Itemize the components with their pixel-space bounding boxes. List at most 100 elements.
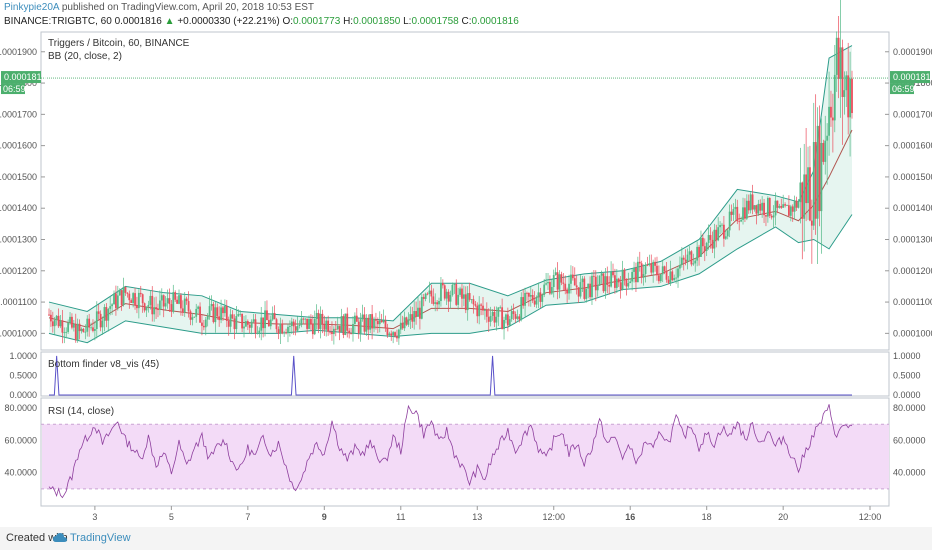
candle-body — [294, 326, 297, 331]
candle-body — [158, 300, 161, 310]
candle-body — [740, 219, 743, 222]
candle-body — [841, 47, 844, 97]
candle-body — [761, 202, 764, 211]
candle-body — [778, 205, 781, 208]
candle-body — [392, 332, 395, 336]
candle-body — [608, 285, 611, 287]
candle-body — [457, 294, 460, 305]
candle-body — [751, 194, 754, 210]
candle-body — [503, 319, 505, 330]
candle-body — [373, 319, 375, 329]
candle-body — [491, 311, 494, 316]
price-tick-label-left: 0.0001100 — [0, 297, 37, 307]
candle-body — [262, 317, 265, 329]
price-tick-label-right: 0.0001300 — [893, 234, 932, 244]
candle-body — [216, 307, 219, 317]
candle-body — [48, 314, 50, 316]
candle-body — [644, 264, 647, 275]
candle-body — [248, 324, 251, 328]
candle-body — [275, 319, 278, 330]
candle-body — [768, 197, 771, 216]
chart-canvas[interactable]: 0.0001000 0.0001000 0.0001100 0.0001100 0.00… — [0, 0, 932, 527]
candle-body — [562, 282, 565, 284]
price-tick-label-right: 0.0001900 — [893, 47, 932, 57]
candle-body — [652, 261, 655, 273]
candle-body — [650, 263, 653, 273]
candle-body — [617, 278, 620, 283]
candle-body — [589, 283, 591, 298]
candle-body — [533, 300, 536, 305]
candle-body — [591, 275, 593, 298]
candle-body — [390, 333, 393, 336]
tradingview-brand-link[interactable]: TradingView — [70, 532, 131, 544]
candle-body — [290, 321, 293, 327]
candle-body — [415, 311, 417, 317]
bf-tick-label-right: 1.0000 — [893, 351, 921, 361]
bf-tick-label-right: 0.5000 — [893, 370, 921, 380]
candle-body — [348, 330, 351, 334]
candle-body — [571, 274, 574, 279]
candle-body — [128, 293, 131, 301]
candle-body — [818, 125, 821, 212]
candle-body — [671, 271, 674, 281]
candle-body — [93, 328, 96, 331]
candle-body — [204, 319, 207, 328]
candle-body — [648, 263, 651, 265]
candle-body — [86, 318, 89, 332]
candle-body — [346, 313, 349, 331]
candle-body — [76, 323, 79, 341]
candle-body — [489, 315, 492, 322]
candle-body — [556, 272, 559, 290]
candle-body — [604, 276, 607, 292]
candle-body — [419, 307, 421, 319]
candle-body — [470, 299, 473, 301]
candle-body — [325, 320, 328, 330]
candle-body — [784, 204, 786, 206]
candle-body — [646, 264, 649, 266]
candle-body — [292, 321, 295, 327]
price-tick-label-right: 0.0001100 — [893, 297, 932, 307]
candle-body — [497, 307, 500, 317]
candle-body — [709, 235, 712, 240]
rsi-label: RSI (14, close) — [48, 406, 114, 417]
candle-body — [449, 295, 452, 302]
candle-body — [447, 291, 450, 302]
candle-body — [520, 297, 523, 320]
candle-body — [795, 200, 798, 208]
candle-body — [677, 268, 679, 278]
candle-body — [801, 182, 804, 219]
candle-body — [386, 327, 389, 336]
candle-body — [245, 321, 247, 327]
candle-body — [78, 323, 81, 332]
author-link[interactable]: Pinkypie20A — [4, 2, 60, 13]
x-tick-label: 12:00 — [859, 512, 882, 522]
high-value: 0.0001850 — [353, 16, 401, 27]
candle-body — [667, 279, 670, 283]
candle-body — [122, 287, 125, 305]
candle-body — [243, 326, 245, 329]
candle-body — [252, 319, 255, 322]
candle-body — [384, 320, 387, 328]
candle-body — [715, 229, 718, 241]
price-tick-label-right: 0.0001600 — [893, 141, 932, 151]
candle-body — [269, 319, 272, 327]
candle-body — [661, 266, 664, 275]
candle-body — [359, 319, 362, 334]
open-label: O: — [282, 16, 293, 27]
bottom-finder-label: Bottom finder v8_vis (45) — [48, 359, 159, 370]
candle-body — [711, 239, 714, 249]
candle-body — [130, 300, 133, 303]
candle-body — [723, 224, 725, 239]
candle-body — [851, 78, 853, 114]
candle-body — [101, 320, 104, 328]
candle-body — [514, 314, 517, 319]
candle-body — [484, 309, 486, 311]
candle-body — [399, 322, 402, 330]
candle-body — [747, 200, 750, 211]
candle-body — [485, 309, 488, 317]
open-value: 0.0001773 — [293, 16, 341, 27]
low-value: 0.0001758 — [411, 16, 459, 27]
candle-body — [208, 306, 211, 316]
candle-body — [845, 75, 848, 91]
candle-body — [50, 314, 52, 322]
